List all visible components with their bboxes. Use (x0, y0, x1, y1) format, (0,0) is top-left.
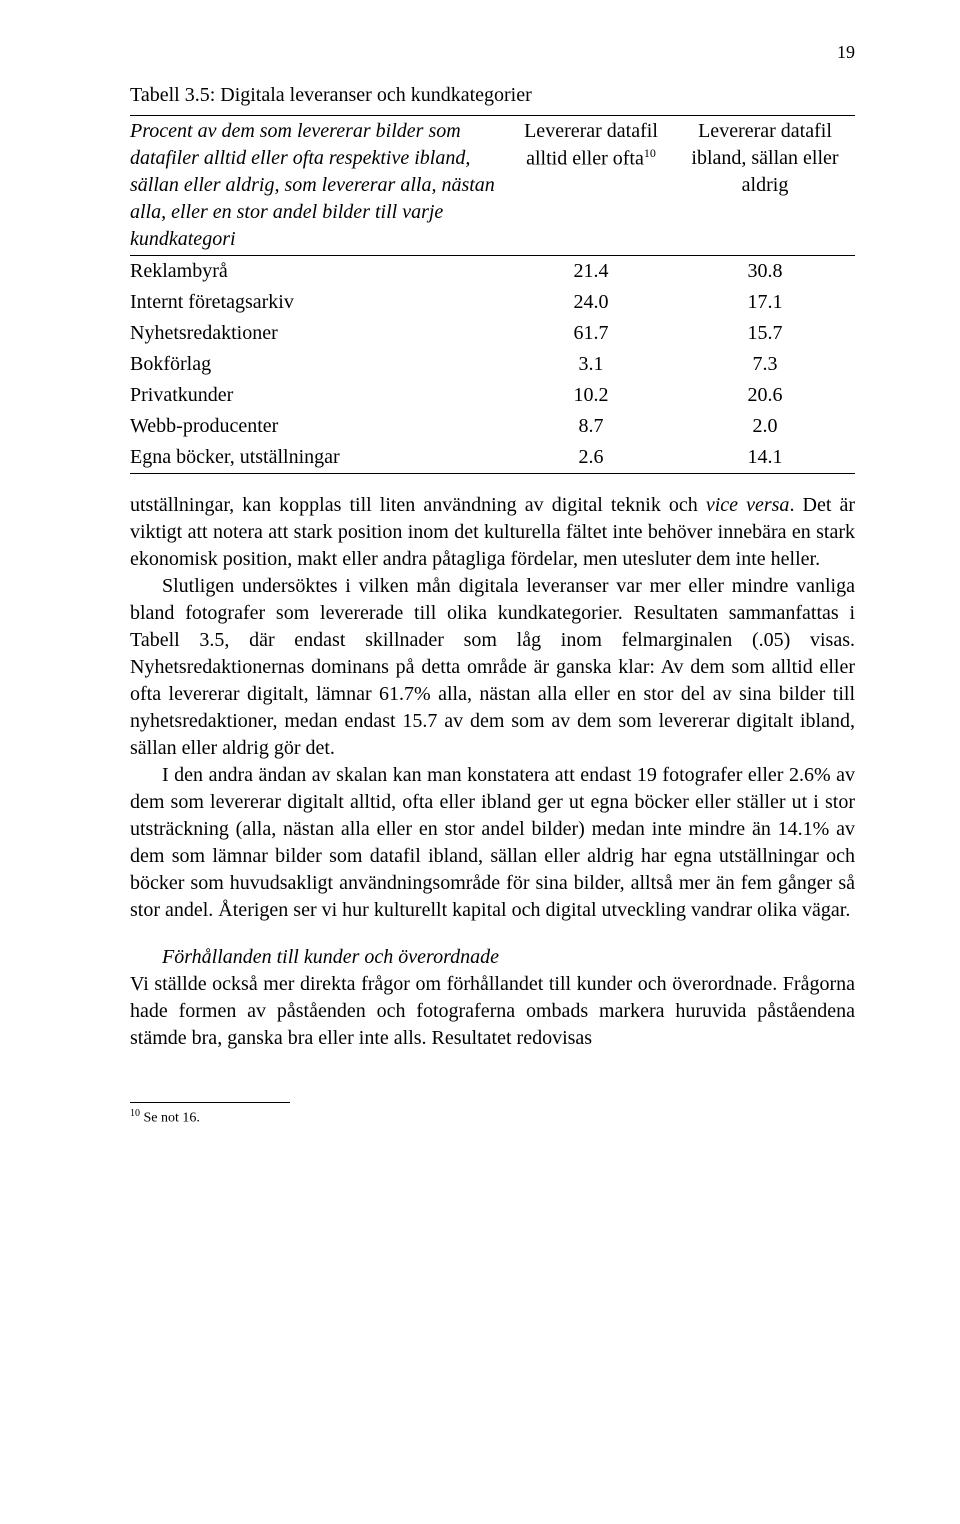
row-val1: 21.4 (507, 256, 681, 288)
row-val1: 24.0 (507, 287, 681, 318)
table-header-mid: Levererar datafil alltid eller ofta10 (507, 116, 681, 256)
table-row: Reklambyrå 21.4 30.8 (130, 256, 855, 288)
row-val1: 61.7 (507, 318, 681, 349)
footnote-number: 10 (130, 1108, 140, 1119)
row-label: Webb-producenter (130, 411, 507, 442)
paragraph-2: Slutligen undersöktes i vilken mån digit… (130, 573, 855, 762)
footnote: 10 Se not 16. (130, 1107, 855, 1129)
table-header-left: Procent av dem som levererar bilder som … (130, 116, 507, 256)
row-label: Nyhetsredaktioner (130, 318, 507, 349)
row-val2: 20.6 (681, 380, 855, 411)
row-val2: 30.8 (681, 256, 855, 288)
footnote-text: Se not 16. (140, 1111, 200, 1126)
row-label: Reklambyrå (130, 256, 507, 288)
row-label: Privatkunder (130, 380, 507, 411)
paragraph-1: utställningar, kan kopplas till liten an… (130, 492, 855, 573)
table-row: Bokförlag 3.1 7.3 (130, 349, 855, 380)
data-table: Procent av dem som levererar bilder som … (130, 115, 855, 474)
paragraph-3: I den andra ändan av skalan kan man kons… (130, 762, 855, 924)
table-row: Internt företagsarkiv 24.0 17.1 (130, 287, 855, 318)
row-val1: 10.2 (507, 380, 681, 411)
row-label: Bokförlag (130, 349, 507, 380)
row-val1: 2.6 (507, 442, 681, 474)
paragraph-4: Vi ställde också mer direkta frågor om f… (130, 971, 855, 1052)
row-val1: 8.7 (507, 411, 681, 442)
row-val2: 17.1 (681, 287, 855, 318)
row-label: Egna böcker, utställningar (130, 442, 507, 474)
table-row: Nyhetsredaktioner 61.7 15.7 (130, 318, 855, 349)
row-val2: 14.1 (681, 442, 855, 474)
table-header-mid-text: Levererar datafil alltid eller ofta (524, 120, 658, 170)
footnote-separator (130, 1102, 290, 1103)
p1-italic: vice versa (706, 494, 790, 516)
table-title: Tabell 3.5: Digitala leveranser och kund… (130, 82, 855, 109)
table-row: Egna böcker, utställningar 2.6 14.1 (130, 442, 855, 474)
row-val2: 15.7 (681, 318, 855, 349)
p1-a: utställningar, kan kopplas till liten an… (130, 494, 706, 516)
subheading: Förhållanden till kunder och överordnade (130, 944, 855, 971)
row-label: Internt företagsarkiv (130, 287, 507, 318)
table-header-mid-sup: 10 (644, 146, 656, 160)
table-header-right: Levererar datafil ibland, sällan eller a… (681, 116, 855, 256)
table-row: Privatkunder 10.2 20.6 (130, 380, 855, 411)
page-number: 19 (130, 40, 855, 64)
row-val2: 2.0 (681, 411, 855, 442)
table-row: Webb-producenter 8.7 2.0 (130, 411, 855, 442)
table-header-row: Procent av dem som levererar bilder som … (130, 116, 855, 256)
row-val2: 7.3 (681, 349, 855, 380)
row-val1: 3.1 (507, 349, 681, 380)
